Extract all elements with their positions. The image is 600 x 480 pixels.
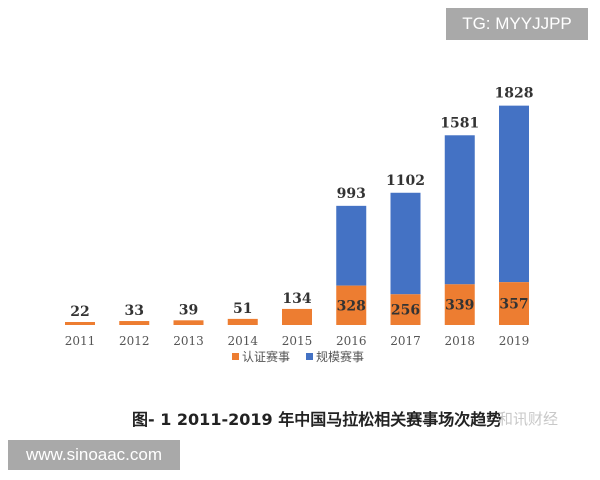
x-tick-2013: 2013 — [173, 334, 204, 348]
legend-guimo: 规模赛事 — [316, 349, 364, 364]
bar-guimo-2017 — [390, 192, 421, 295]
label-guimo-2019: 1828 — [495, 86, 534, 102]
legend-renzheng: 认证赛事 — [242, 349, 290, 364]
bar-guimo-2018 — [444, 135, 475, 285]
chart-title: 图- 1 2011-2019 年中国马拉松相关赛事场次趋势 — [132, 410, 503, 429]
bar-renzheng-2013 — [173, 320, 204, 325]
label-renzheng-2011: 22 — [70, 304, 89, 320]
bar-renzheng-2016 — [336, 285, 367, 325]
label-renzheng-2015: 134 — [282, 291, 311, 307]
label-renzheng-2016: 328 — [337, 298, 366, 314]
tg-watermark: TG: MYYJJPP — [446, 8, 588, 40]
label-renzheng-2013: 39 — [179, 302, 198, 318]
x-tick-2017: 2017 — [390, 334, 421, 348]
label-guimo-2018: 1581 — [440, 115, 479, 131]
bar-renzheng-2012 — [119, 321, 150, 325]
site-watermark: www.sinoaac.com — [8, 440, 180, 470]
chart: 22 2011 33 2012 39 2013 51 2014 134 2015 993 328 201… — [65, 86, 534, 364]
label-renzheng-2014: 51 — [233, 301, 252, 317]
bar-renzheng-2015 — [282, 308, 312, 325]
label-renzheng-2012: 33 — [125, 303, 144, 319]
bar-guimo-2016 — [336, 205, 367, 286]
label-renzheng-2017: 256 — [391, 303, 420, 319]
x-tick-2019: 2019 — [499, 334, 530, 348]
x-tick-2014: 2014 — [227, 334, 258, 348]
x-tick-2012: 2012 — [119, 334, 150, 348]
source-watermark: 和讯财经 — [498, 410, 559, 428]
bar-renzheng-2014 — [227, 318, 258, 325]
legend-swatch-guimo — [306, 353, 313, 360]
bar-guimo-2019 — [499, 105, 529, 283]
x-tick-2018: 2018 — [444, 334, 475, 348]
bar-renzheng-2011 — [65, 322, 95, 325]
x-tick-2015: 2015 — [282, 334, 313, 348]
label-guimo-2016: 993 — [337, 186, 366, 202]
bar-renzheng-2019 — [499, 282, 529, 325]
x-tick-2016: 2016 — [336, 334, 367, 348]
bar-renzheng-2017 — [390, 294, 421, 325]
bar-renzheng-2018 — [444, 284, 475, 325]
label-renzheng-2019: 357 — [499, 297, 528, 313]
legend-swatch-renzheng — [232, 353, 239, 360]
x-tick-2011: 2011 — [65, 334, 96, 348]
label-guimo-2017: 1102 — [386, 173, 425, 189]
label-renzheng-2018: 339 — [445, 298, 474, 314]
